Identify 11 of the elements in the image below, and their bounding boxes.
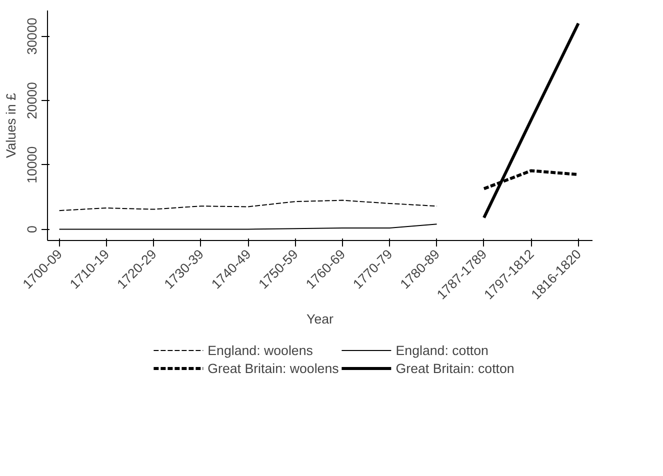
y-tick-label: 30000 (24, 18, 40, 55)
x-axis-title: Year (306, 312, 334, 327)
y-tick-label: 20000 (24, 82, 40, 120)
legend-label: England: cotton (396, 342, 488, 358)
y-tick-label: 0 (24, 226, 40, 233)
y-axis-title: Values in £ (4, 92, 18, 158)
legend-label: Great Britain: woolens (208, 360, 339, 376)
line-series (58, 200, 438, 212)
legend-label: England: woolens (208, 342, 313, 358)
y-tick-label: 10000 (24, 146, 40, 184)
legend-label: Great Britain: cotton (396, 360, 514, 376)
